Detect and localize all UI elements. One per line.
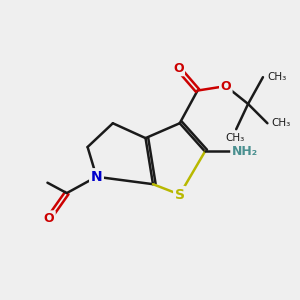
Text: O: O: [173, 62, 184, 75]
Text: NH₂: NH₂: [232, 145, 258, 158]
Text: CH₃: CH₃: [272, 118, 291, 128]
Text: N: N: [91, 170, 102, 184]
Text: S: S: [175, 188, 185, 202]
Text: O: O: [44, 212, 54, 225]
Text: CH₃: CH₃: [225, 133, 244, 143]
Text: CH₃: CH₃: [267, 72, 287, 82]
Text: O: O: [220, 80, 231, 93]
